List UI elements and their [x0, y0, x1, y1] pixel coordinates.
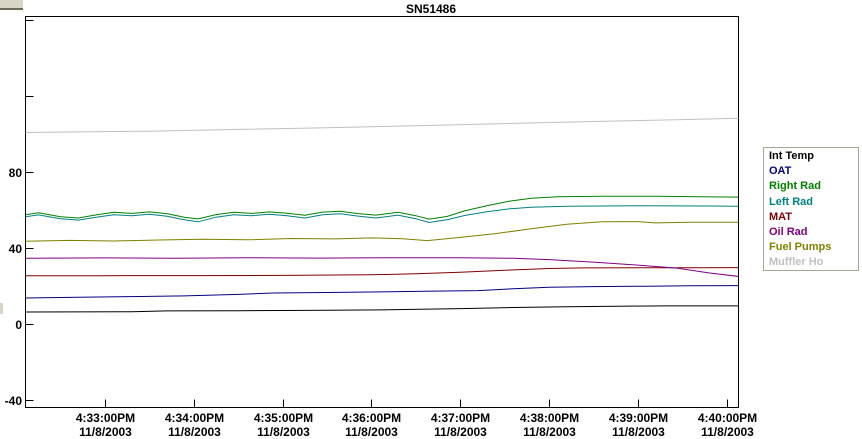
legend-item-oil-rad[interactable]: Oil Rad [769, 226, 808, 239]
legend-item-muffler[interactable]: Muffler Ho [769, 256, 824, 269]
y-axis-tick-label: 80 [9, 166, 23, 180]
plot-border [25, 16, 739, 408]
legend-item-oat[interactable]: OAT [769, 165, 792, 178]
x-axis-time-label: 4:37:00PM [431, 411, 490, 425]
legend-item-int-temp[interactable]: Int Temp [769, 150, 815, 162]
legend-item-right-rad[interactable]: Right Rad [769, 180, 821, 193]
series-line-fuel-pumps [25, 221, 739, 242]
x-axis-time-label: 4:35:00PM [254, 411, 313, 425]
x-axis-date-label: 11/8/2003 [612, 425, 665, 439]
scrollbar-thumb-fragment[interactable] [0, 0, 23, 10]
x-axis-time-label: 4:38:00PM [520, 411, 579, 425]
legend-box: Int Temp OAT Right Rad Left Rad MAT Oil Rad Fu… [763, 147, 859, 271]
legend-item-mat[interactable]: MAT [769, 210, 793, 223]
x-axis-time-label: 4:34:00PM [165, 411, 224, 425]
x-axis-date-label: 11/8/2003 [434, 425, 487, 439]
legend-item-left-rad[interactable]: Left Rad [769, 195, 813, 208]
x-axis-date-label: 11/8/2003 [168, 425, 221, 439]
chart-title: SN51486 [405, 2, 457, 16]
x-axis-date-label: 11/8/2003 [345, 425, 398, 439]
series-line-oil-rad [25, 257, 739, 277]
edge-decoration [0, 303, 3, 314]
series-line-int-temp [25, 305, 739, 313]
series-line-left-rad [25, 205, 739, 224]
series-line-mat [25, 267, 739, 277]
x-axis-time-label: 4:40:00PM [698, 411, 757, 425]
x-axis-date-label: 11/8/2003 [523, 425, 576, 439]
series-line-muffler [25, 117, 739, 133]
series-line-right-rad [25, 195, 739, 220]
x-axis-date-label: 11/8/2003 [257, 425, 310, 439]
y-axis-tick-label: -40 [5, 394, 23, 408]
legend-item-fuel-pumps[interactable]: Fuel Pumps [769, 241, 832, 254]
x-axis-time-label: 4:36:00PM [342, 411, 401, 425]
x-axis-date-label: 11/8/2003 [79, 425, 132, 439]
y-axis-tick-label: 0 [15, 318, 22, 332]
y-axis-tick-label: 40 [9, 242, 23, 256]
x-axis-date-label: 11/8/2003 [701, 425, 754, 439]
x-axis-time-label: 4:39:00PM [609, 411, 668, 425]
series-line-oat [25, 285, 739, 299]
x-axis-time-label: 4:33:00PM [76, 411, 135, 425]
